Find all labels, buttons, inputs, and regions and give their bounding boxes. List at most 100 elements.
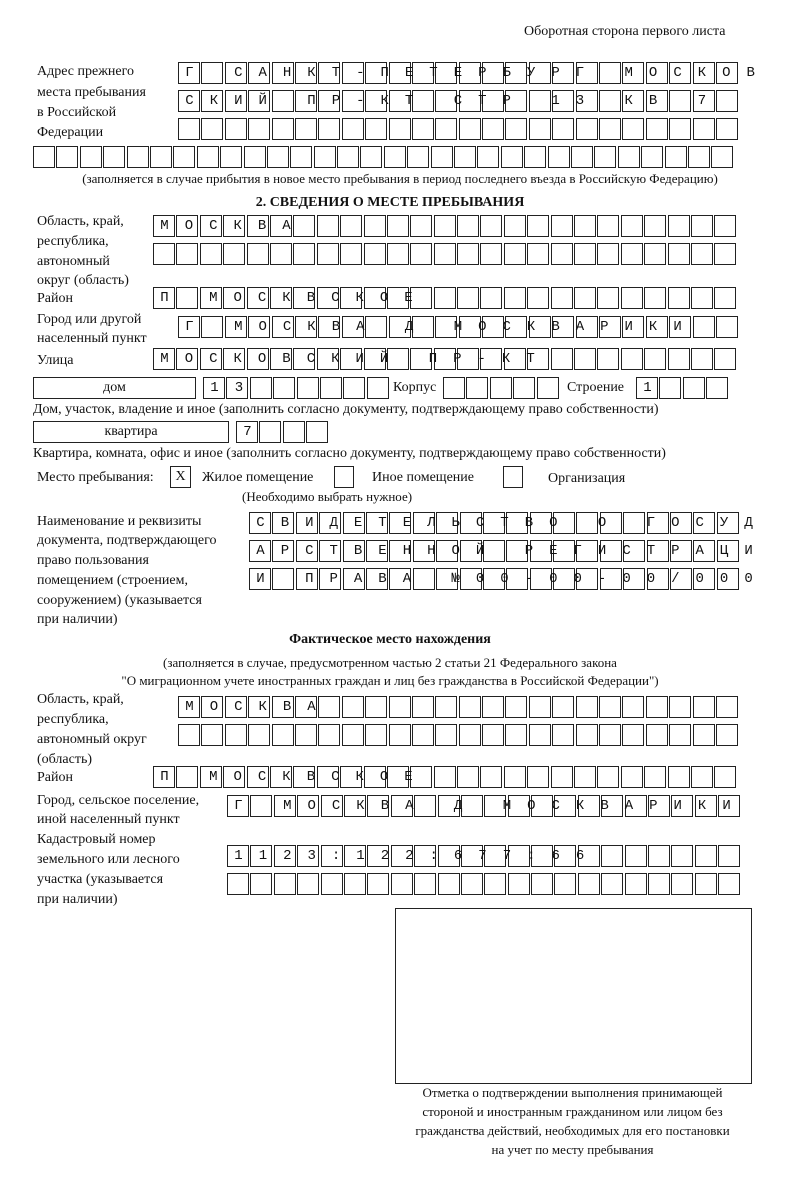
prev-address-row-4[interactable]	[33, 146, 735, 169]
char-cell[interactable]	[576, 568, 599, 590]
char-cell[interactable]	[527, 766, 550, 788]
char-cell[interactable]	[293, 215, 316, 237]
char-cell[interactable]	[318, 724, 341, 746]
char-cell[interactable]	[503, 766, 526, 788]
char-cell[interactable]	[295, 540, 318, 562]
char-cell[interactable]	[201, 724, 224, 746]
char-cell[interactable]	[365, 512, 388, 534]
char-cell[interactable]	[459, 512, 482, 534]
char-cell[interactable]	[575, 696, 598, 718]
char-cell[interactable]	[480, 243, 503, 265]
char-cell[interactable]	[622, 62, 645, 84]
char-cell[interactable]	[646, 540, 669, 562]
char-cell[interactable]	[715, 696, 738, 718]
char-cell[interactable]	[341, 696, 364, 718]
char-cell[interactable]	[320, 845, 343, 867]
stroenie-row[interactable]: 1	[636, 377, 730, 400]
char-cell[interactable]	[318, 118, 341, 140]
char-cell[interactable]	[178, 724, 200, 746]
char-cell[interactable]	[505, 118, 528, 140]
char-cell[interactable]	[388, 696, 411, 718]
char-cell[interactable]	[223, 243, 246, 265]
char-cell[interactable]	[458, 316, 481, 338]
char-cell[interactable]	[550, 287, 573, 309]
char-cell[interactable]	[248, 696, 271, 718]
char-cell[interactable]	[297, 873, 320, 895]
char-cell[interactable]	[437, 845, 460, 867]
char-cell[interactable]	[620, 348, 643, 370]
char-cell[interactable]	[176, 243, 199, 265]
district-row[interactable]: П МОСКВСКОЕ	[153, 287, 738, 310]
char-cell[interactable]	[201, 316, 224, 338]
char-cell[interactable]	[272, 568, 295, 590]
char-cell[interactable]	[623, 568, 646, 590]
char-cell[interactable]	[249, 568, 271, 590]
char-cell[interactable]	[343, 845, 366, 867]
char-cell[interactable]	[645, 696, 668, 718]
char-cell[interactable]	[459, 568, 482, 590]
char-cell[interactable]	[553, 568, 576, 590]
char-cell[interactable]	[690, 348, 713, 370]
char-cell[interactable]	[670, 568, 693, 590]
char-cell[interactable]	[383, 146, 406, 168]
char-cell[interactable]	[272, 512, 295, 534]
char-cell[interactable]	[553, 540, 576, 562]
region-row-1[interactable]: МОСКВА	[153, 215, 738, 238]
char-cell[interactable]	[340, 766, 363, 788]
char-cell[interactable]	[692, 62, 715, 84]
char-cell[interactable]	[460, 795, 483, 817]
char-cell[interactable]	[365, 316, 388, 338]
char-cell[interactable]	[646, 568, 669, 590]
char-cell[interactable]	[714, 287, 737, 309]
char-cell[interactable]	[316, 215, 339, 237]
char-cell[interactable]	[266, 146, 289, 168]
char-cell[interactable]	[466, 377, 489, 399]
char-cell[interactable]	[505, 90, 528, 112]
char-cell[interactable]	[575, 118, 598, 140]
char-cell[interactable]	[363, 287, 386, 309]
actual-region-row-2[interactable]	[178, 724, 739, 747]
char-cell[interactable]	[458, 118, 481, 140]
char-cell[interactable]	[457, 243, 480, 265]
char-cell[interactable]	[199, 215, 222, 237]
char-cell[interactable]	[236, 421, 258, 443]
char-cell[interactable]	[620, 287, 643, 309]
char-cell[interactable]	[550, 215, 573, 237]
char-cell[interactable]	[500, 146, 523, 168]
char-cell[interactable]	[410, 348, 433, 370]
char-cell[interactable]	[623, 512, 646, 534]
char-cell[interactable]	[715, 90, 738, 112]
char-cell[interactable]	[718, 873, 741, 895]
char-cell[interactable]	[176, 287, 199, 309]
char-cell[interactable]	[389, 540, 412, 562]
char-cell[interactable]	[246, 287, 269, 309]
city-row[interactable]: Г МОСКВА Д МОСКВАРИКИ	[178, 316, 739, 339]
char-cell[interactable]	[271, 90, 294, 112]
char-cell[interactable]	[412, 568, 435, 590]
char-cell[interactable]	[575, 62, 598, 84]
char-cell[interactable]	[460, 845, 483, 867]
char-cell[interactable]	[480, 766, 503, 788]
document-row-2[interactable]: АРСТВЕННОЙ РЕГИСТРАЦИ	[249, 540, 753, 563]
char-cell[interactable]	[224, 316, 247, 338]
char-cell[interactable]	[435, 696, 458, 718]
char-cell[interactable]	[458, 724, 481, 746]
char-cell[interactable]	[484, 873, 507, 895]
char-cell[interactable]	[363, 243, 386, 265]
char-cell[interactable]	[599, 540, 622, 562]
char-cell[interactable]	[363, 215, 386, 237]
char-cell[interactable]	[412, 540, 435, 562]
char-cell[interactable]	[529, 512, 552, 534]
char-cell[interactable]	[599, 724, 622, 746]
char-cell[interactable]	[714, 766, 737, 788]
char-cell[interactable]	[316, 766, 339, 788]
char-cell[interactable]	[599, 90, 622, 112]
char-cell[interactable]	[224, 724, 247, 746]
char-cell[interactable]	[690, 766, 713, 788]
char-cell[interactable]	[671, 795, 694, 817]
char-cell[interactable]	[390, 845, 413, 867]
char-cell[interactable]	[644, 287, 667, 309]
char-cell[interactable]	[313, 146, 336, 168]
char-cell[interactable]	[153, 287, 175, 309]
char-cell[interactable]	[503, 243, 526, 265]
